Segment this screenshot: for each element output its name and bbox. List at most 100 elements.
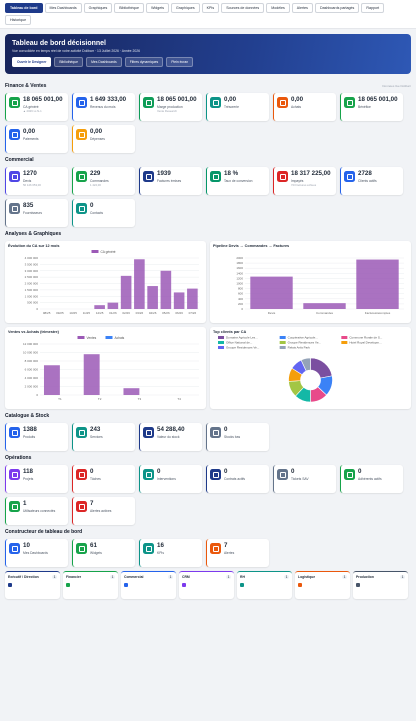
x-tick-label: 03/26 <box>136 311 144 315</box>
kpi-value: 1388 <box>23 426 37 433</box>
icon-glyph <box>212 429 219 436</box>
nav-tab[interactable]: Sources de données <box>221 3 265 13</box>
nav-tab[interactable]: Modèles <box>266 3 290 13</box>
kpi-label: Stocks bas <box>224 434 241 439</box>
kpi-value: 16 <box>157 542 164 549</box>
hero-button[interactable]: Mes Dashboards <box>86 57 122 67</box>
kpi-label: Dépenses <box>90 136 105 141</box>
template-card[interactable]: RH 1 <box>237 571 292 599</box>
kpi-card[interactable]: 0 Tâches <box>72 465 135 493</box>
kpi-card[interactable]: 0,00 Dépenses <box>72 125 135 153</box>
kpi-label: Adhérents actifs <box>358 476 382 481</box>
template-card[interactable]: Commercial 1 <box>121 571 176 599</box>
nav-tab[interactable]: Widgets <box>146 3 170 13</box>
kpi-card[interactable]: 0 Contacts <box>72 199 135 227</box>
kpi-text: 243 Services <box>90 426 103 447</box>
kpi-card[interactable]: 0 Tickets SAV <box>273 465 336 493</box>
kpi-card[interactable]: 0,00 Trésorerie <box>206 93 269 121</box>
kpi-card[interactable]: 18 065 001,00 Bénéfice <box>340 93 403 121</box>
kpi-card[interactable]: 0,00 Paiements <box>5 125 68 153</box>
template-row: Exécutif / Direction 1 Financier 1 Commercia… <box>0 567 416 599</box>
chart-title: Top clients par CA <box>213 330 247 334</box>
kpi-card[interactable]: 0 Contrats actifs <box>206 465 269 493</box>
kpi-card[interactable]: 0 Stocks bas <box>206 423 269 451</box>
y-tick-label: 400 <box>238 297 243 301</box>
kpi-card[interactable]: 1 649 333,00 Revenus du mois <box>72 93 135 121</box>
kpi-card[interactable]: 10 Mes Dashboards <box>5 539 68 567</box>
legend-swatch <box>279 336 286 339</box>
hero-button[interactable]: Filtres dynamiques <box>124 57 164 67</box>
icon-glyph <box>11 173 18 180</box>
bar <box>83 354 100 395</box>
nav-tab[interactable]: Historique <box>5 15 32 25</box>
hero-button[interactable]: Plein écran <box>166 57 194 67</box>
kpi-card[interactable]: 1388 Produits <box>5 423 68 451</box>
nav-tab[interactable]: Alertes <box>291 3 313 13</box>
y-tick-label: 2 000 000 <box>25 385 39 389</box>
section-title: Catalogue & Stock <box>5 413 50 419</box>
kpi-value: 1 <box>23 500 27 507</box>
kpi-card[interactable]: 243 Services <box>72 423 135 451</box>
kpi-card[interactable]: 2728 Clients actifs <box>340 167 403 195</box>
kpi-card[interactable]: 118 Projets <box>5 465 68 493</box>
kpi-card[interactable]: 18 % Taux de conversion <box>206 167 269 195</box>
kpi-card[interactable]: 1939 Factures émises <box>139 167 202 195</box>
chart: Domaine Agricole Les... Coopérative Agric… <box>218 336 383 403</box>
x-tick-label: 11/25 <box>83 311 91 315</box>
kpi-card[interactable]: 7 Alertes actives <box>72 497 135 525</box>
kpi-card[interactable]: 229 Commandes 1 422,00 <box>72 167 135 195</box>
kpi-card[interactable]: 54 288,40 Valeur du stock <box>139 423 202 451</box>
top-nav: Tableau de bord Mes Dashboards Graphiques B… <box>0 0 416 29</box>
section: Commercial 1270 Devis 56 126 653,00 229 Comma… <box>0 153 416 227</box>
hero-button[interactable]: Ouvrir le Designer <box>12 57 52 67</box>
kpi-icon <box>210 469 221 480</box>
icon-glyph <box>346 99 353 106</box>
kpi-card[interactable]: 0 Adhérents actifs <box>340 465 403 493</box>
kpi-label: Projets <box>23 476 34 481</box>
kpi-label: Valeur du stock <box>157 434 180 439</box>
section-header: Analyses & Graphiques <box>5 227 411 241</box>
kpi-card[interactable]: 835 Fournisseurs <box>5 199 68 227</box>
kpi-card[interactable]: 1270 Devis 56 126 653,00 <box>5 167 68 195</box>
kpi-icon <box>9 469 20 480</box>
template-head: Exécutif / Direction 1 <box>8 575 57 579</box>
kpi-card[interactable]: 1 Utilisateurs connectés <box>5 497 68 525</box>
nav-tab[interactable]: Bibliothèque <box>114 3 145 13</box>
nav-tab[interactable]: Graphiques <box>171 3 200 13</box>
y-tick-label: 6 000 000 <box>25 368 39 372</box>
kpi-text: 1388 Produits <box>23 426 37 447</box>
template-card[interactable]: CRM 1 <box>179 571 234 599</box>
kpi-icon <box>76 203 87 214</box>
kpi-card[interactable]: 18 065 001,00 Marge production Vente Resea… <box>139 93 202 121</box>
legend-swatch <box>218 341 224 344</box>
kpi-card[interactable]: 18 065 001,00 CA généré ▲ 2026 vs N-1 <box>5 93 68 121</box>
section: Constructeur de tableau de bord 10 Mes Das… <box>0 525 416 567</box>
nav-tab[interactable]: Rapport <box>361 3 385 13</box>
template-card[interactable]: Financier 1 <box>63 571 118 599</box>
template-name: RH <box>240 575 245 579</box>
kpi-card[interactable]: 16 KPIs <box>139 539 202 567</box>
template-name: Exécutif / Direction <box>8 575 39 579</box>
kpi-card[interactable]: 18 317 225,00 Impayés 723 factures échues <box>273 167 336 195</box>
kpi-label: Bénéfice <box>358 104 371 109</box>
kpi-card[interactable]: 61 Widgets <box>72 539 135 567</box>
kpi-card[interactable]: 0 Interventions <box>139 465 202 493</box>
kpi-card[interactable]: 0,00 Achats <box>273 93 336 121</box>
hero-title: Tableau de bord décisionnel <box>12 40 106 47</box>
nav-tab[interactable]: Graphiques <box>83 3 113 13</box>
nav-tab[interactable]: Dashboards partagés <box>314 3 360 13</box>
icon-glyph <box>145 99 152 106</box>
kpi-label: Impayés <box>291 178 304 183</box>
hero-button[interactable]: Bibliothèque <box>54 57 84 67</box>
nav-tab[interactable]: Tableau de bord <box>5 3 43 13</box>
kpi-value: 243 <box>90 426 101 433</box>
template-card[interactable]: Exécutif / Direction 1 <box>5 571 60 599</box>
kpi-card[interactable]: 7 Alertes <box>206 539 269 567</box>
kpi-text: 0,00 Dépenses <box>90 128 105 149</box>
kpi-text: 0 Contacts <box>90 202 103 223</box>
template-card[interactable]: Production 1 <box>353 571 408 599</box>
template-card[interactable]: Logistique 1 <box>295 571 350 599</box>
kpi-sub: 723 factures échues <box>291 182 317 187</box>
nav-tab[interactable]: Mes Dashboards <box>44 3 82 13</box>
nav-tab[interactable]: KPIs <box>201 3 220 13</box>
